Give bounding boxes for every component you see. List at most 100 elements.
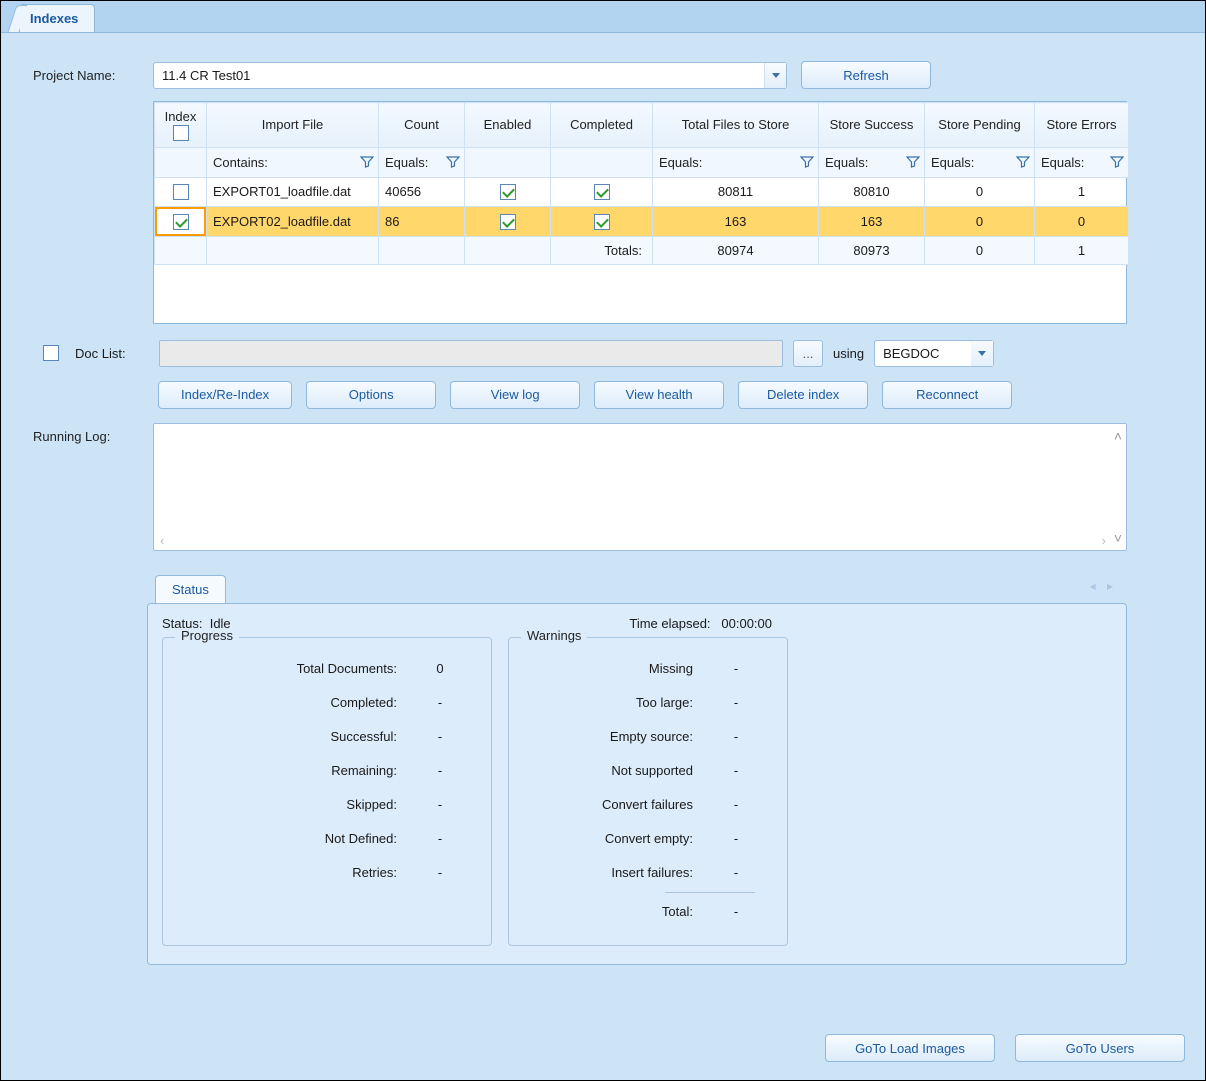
- warning-value: -: [701, 729, 771, 744]
- progress-row: Not Defined:-: [179, 822, 475, 856]
- warning-row: Convert failures-: [525, 788, 771, 822]
- goto-load-images-button[interactable]: GoTo Load Images: [825, 1034, 995, 1062]
- tab-indexes[interactable]: Indexes: [19, 4, 95, 32]
- cell-completed-checkbox[interactable]: [594, 214, 610, 230]
- funnel-icon[interactable]: [800, 155, 814, 169]
- progress-key: Skipped:: [179, 797, 405, 812]
- warnings-separator: [665, 892, 755, 893]
- warning-row: Insert failures:-: [525, 856, 771, 890]
- using-label: using: [833, 346, 864, 361]
- doclist-browse-label: ...: [803, 346, 814, 361]
- cell-pending: 0: [925, 177, 1035, 207]
- cell-file: EXPORT01_loadfile.dat: [207, 177, 379, 207]
- project-dropdown-button[interactable]: [764, 63, 786, 88]
- filter-errors[interactable]: Equals:: [1035, 147, 1129, 177]
- cell-errors: 0: [1035, 207, 1129, 237]
- goto-users-button[interactable]: GoTo Users: [1015, 1034, 1185, 1062]
- filter-file-label: Contains:: [213, 155, 268, 170]
- index-button[interactable]: Index/Re-Index: [158, 381, 292, 409]
- header-checkbox[interactable]: [173, 125, 189, 141]
- row-checkbox[interactable]: [173, 184, 189, 200]
- warning-key: Too large:: [525, 695, 701, 710]
- using-select[interactable]: BEGDOC: [874, 340, 994, 367]
- scroll-down-icon[interactable]: ˅: [1114, 530, 1122, 546]
- col-count[interactable]: Count: [379, 103, 465, 148]
- warning-row: Empty source:-: [525, 720, 771, 754]
- col-errors[interactable]: Store Errors: [1035, 103, 1129, 148]
- col-success-label: Store Success: [830, 117, 914, 132]
- progress-value: -: [405, 831, 475, 846]
- col-file-label: Import File: [262, 117, 323, 132]
- filter-count[interactable]: Equals:: [379, 147, 465, 177]
- funnel-icon[interactable]: [360, 155, 374, 169]
- filter-file[interactable]: Contains:: [207, 147, 379, 177]
- hscroll[interactable]: ‹›: [160, 533, 1106, 548]
- warning-value: -: [701, 797, 771, 812]
- table-row[interactable]: EXPORT01_loadfile.dat40656808118081001: [155, 177, 1129, 207]
- reconnect-button[interactable]: Reconnect: [882, 381, 1012, 409]
- scroll-right-icon[interactable]: ›: [1102, 533, 1106, 548]
- runlog-label: Running Log:: [33, 423, 153, 551]
- col-enabled-label: Enabled: [484, 117, 532, 132]
- cell-enabled-checkbox[interactable]: [500, 184, 516, 200]
- scroll-left-icon[interactable]: ‹: [160, 533, 164, 548]
- warning-key: Convert empty:: [525, 831, 701, 846]
- doclist-label: Doc List:: [75, 346, 149, 361]
- refresh-button[interactable]: Refresh: [801, 61, 931, 89]
- col-index[interactable]: Index: [155, 103, 207, 148]
- project-value: 11.4 CR Test01: [162, 68, 764, 83]
- table-row[interactable]: EXPORT02_loadfile.dat8616316300: [155, 207, 1129, 237]
- col-pending[interactable]: Store Pending: [925, 103, 1035, 148]
- filter-pending[interactable]: Equals:: [925, 147, 1035, 177]
- warning-value: -: [701, 695, 771, 710]
- cell-totalfiles: 163: [653, 207, 819, 237]
- using-dropdown-button[interactable]: [971, 341, 993, 366]
- col-file[interactable]: Import File: [207, 103, 379, 148]
- filter-total[interactable]: Equals:: [653, 147, 819, 177]
- tab-status[interactable]: Status: [155, 575, 226, 603]
- deleteindex-button[interactable]: Delete index: [738, 381, 868, 409]
- cell-enabled-checkbox[interactable]: [500, 214, 516, 230]
- cell-completed-checkbox[interactable]: [594, 184, 610, 200]
- doclist-input[interactable]: [159, 340, 783, 367]
- col-totalfiles[interactable]: Total Files to Store: [653, 103, 819, 148]
- status-area: Status ◂ ▸ Status: Idle Time elapsed: 00…: [147, 573, 1127, 965]
- viewlog-button[interactable]: View log: [450, 381, 580, 409]
- status-panel: Status: Idle Time elapsed: 00:00:00 Prog…: [147, 603, 1127, 965]
- col-completed[interactable]: Completed: [551, 103, 653, 148]
- status-tab-strip: Status ◂ ▸: [147, 573, 1127, 603]
- options-button[interactable]: Options: [306, 381, 436, 409]
- footer-buttons: GoTo Load Images GoTo Users: [825, 1034, 1185, 1062]
- col-enabled[interactable]: Enabled: [465, 103, 551, 148]
- tab-status-label: Status: [172, 582, 209, 597]
- cell-pending: 0: [925, 207, 1035, 237]
- viewlog-button-label: View log: [491, 387, 540, 402]
- viewhealth-button[interactable]: View health: [594, 381, 724, 409]
- col-success[interactable]: Store Success: [819, 103, 925, 148]
- warning-key: Empty source:: [525, 729, 701, 744]
- doclist-browse-button[interactable]: ...: [793, 340, 823, 367]
- project-select[interactable]: 11.4 CR Test01: [153, 62, 787, 89]
- funnel-icon[interactable]: [1110, 155, 1124, 169]
- runlog-textarea[interactable]: ˄ ˅ ‹›: [153, 423, 1127, 551]
- goto-load-images-label: GoTo Load Images: [855, 1041, 965, 1056]
- funnel-icon[interactable]: [906, 155, 920, 169]
- scroll-up-icon[interactable]: ˄: [1114, 428, 1122, 444]
- project-row: Project Name: 11.4 CR Test01 Refresh: [33, 61, 1187, 89]
- status-tab-nav[interactable]: ◂ ▸: [1090, 579, 1117, 593]
- filter-errors-label: Equals:: [1041, 155, 1084, 170]
- progress-key: Not Defined:: [179, 831, 405, 846]
- progress-fieldset: Progress Total Documents:0Completed:-Suc…: [162, 637, 492, 946]
- caret-down-icon: [978, 351, 986, 356]
- progress-key: Successful:: [179, 729, 405, 744]
- progress-row: Successful:-: [179, 720, 475, 754]
- funnel-icon[interactable]: [1016, 155, 1030, 169]
- row-checkbox[interactable]: [173, 214, 189, 230]
- cell-count: 40656: [379, 177, 465, 207]
- funnel-icon[interactable]: [446, 155, 460, 169]
- filter-success[interactable]: Equals:: [819, 147, 925, 177]
- doclist-checkbox[interactable]: [43, 345, 59, 361]
- index-grid: Index Import File Count Enabled Complete…: [153, 101, 1127, 324]
- warning-value: -: [701, 661, 771, 676]
- col-count-label: Count: [404, 117, 439, 132]
